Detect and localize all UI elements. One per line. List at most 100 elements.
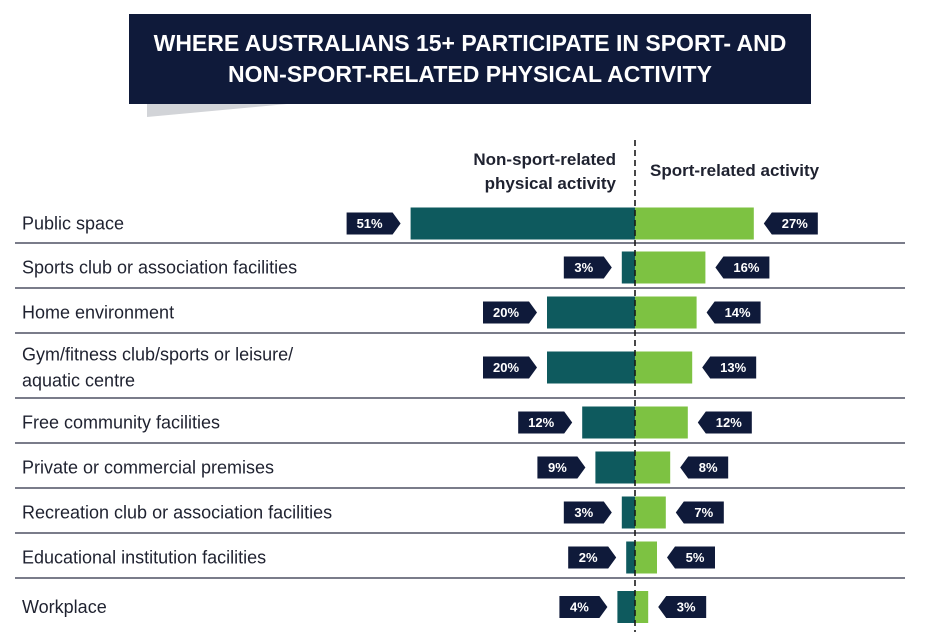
header-sport: Sport-related activity [650, 161, 820, 180]
value-label-non-sport-text: 3% [574, 505, 593, 520]
value-label-non-sport-tag [563, 256, 612, 279]
value-label-non-sport-tag [559, 596, 608, 618]
bar-non-sport [595, 451, 635, 484]
value-label-non-sport-text: 51% [357, 216, 383, 231]
bar-non-sport [547, 351, 635, 384]
value-label-sport-text: 14% [725, 305, 751, 320]
value-label-non-sport-text: 3% [574, 260, 593, 275]
category-label-line: Sports club or association facilities [22, 258, 297, 278]
value-label-non-sport-tag [568, 546, 617, 569]
value-label-non-sport-tag [518, 411, 573, 434]
value-label-sport: 16% [715, 256, 770, 279]
value-label-non-sport-text: 20% [493, 360, 519, 375]
value-label-sport: 27% [763, 212, 818, 235]
category-label: Free community facilities [22, 413, 220, 433]
value-label-sport-tag [697, 411, 752, 434]
bar-non-sport [582, 406, 635, 439]
value-label-non-sport: 20% [483, 301, 537, 324]
value-label-non-sport-tag [483, 301, 537, 324]
value-label-non-sport-text: 20% [493, 305, 519, 320]
category-label-line: Public space [22, 214, 124, 234]
category-label: Home environment [22, 303, 174, 323]
bar-non-sport [626, 541, 635, 574]
value-label-sport-tag [715, 256, 770, 279]
value-label-sport-text: 12% [716, 415, 742, 430]
value-label-sport-tag [667, 546, 715, 569]
category-label: Public space [22, 214, 124, 234]
value-label-non-sport-tag [537, 456, 586, 479]
value-label-non-sport: 3% [563, 256, 612, 279]
bar-sport [635, 351, 693, 384]
value-label-sport: 12% [697, 411, 752, 434]
value-label-non-sport-text: 2% [579, 550, 598, 565]
value-label-sport-text: 8% [699, 460, 718, 475]
value-label-sport-text: 7% [694, 505, 713, 520]
value-label-non-sport: 9% [537, 456, 586, 479]
category-label-line: Educational institution facilities [22, 548, 266, 568]
value-label-non-sport: 2% [568, 546, 617, 569]
bar-sport [635, 541, 657, 574]
bar-sport [635, 296, 697, 329]
bar-sport [635, 406, 688, 439]
value-label-sport-tag [702, 356, 757, 379]
value-label-non-sport: 4% [559, 596, 608, 618]
value-label-non-sport: 3% [563, 501, 612, 524]
value-label-sport-text: 5% [686, 550, 705, 565]
chart-title-line-1: WHERE AUSTRALIANS 15+ PARTICIPATE IN SPO… [153, 30, 787, 56]
category-label-line: Home environment [22, 303, 174, 323]
value-label-sport-text: 27% [782, 216, 808, 231]
header-sport-line: Sport-related activity [650, 161, 820, 180]
category-label: Educational institution facilities [22, 548, 266, 568]
category-label-line: Gym/fitness club/sports or leisure/ [22, 345, 293, 365]
category-label: Gym/fitness club/sports or leisure/aquat… [22, 345, 293, 391]
bar-non-sport [547, 296, 635, 329]
value-label-non-sport-text: 9% [548, 460, 567, 475]
category-label-line: Free community facilities [22, 413, 220, 433]
category-label-line: Workplace [22, 597, 107, 617]
value-label-sport-tag [658, 596, 707, 618]
bar-sport [635, 496, 666, 529]
header-non-sport: Non-sport-related physical activity [473, 150, 616, 193]
bar-sport [635, 251, 706, 284]
title-shadow [147, 104, 287, 117]
category-label-line: Recreation club or association facilitie… [22, 503, 332, 523]
value-label-sport-text: 16% [733, 260, 759, 275]
bar-non-sport [621, 496, 635, 529]
value-label-sport-tag [675, 501, 724, 524]
header-non-sport-line: physical activity [485, 174, 617, 193]
value-label-sport-tag [706, 301, 761, 324]
header-non-sport-line: Non-sport-related [473, 150, 616, 169]
category-label: Sports club or association facilities [22, 258, 297, 278]
value-label-non-sport-tag [346, 212, 401, 235]
value-label-sport-text: 3% [677, 600, 696, 615]
bar-sport [635, 591, 649, 623]
category-label: Workplace [22, 597, 107, 617]
category-label: Private or commercial premises [22, 458, 274, 478]
value-label-sport: 5% [667, 546, 715, 569]
value-label-sport: 8% [680, 456, 729, 479]
value-label-non-sport-tag [483, 356, 537, 379]
bar-non-sport [621, 251, 635, 284]
value-label-non-sport: 20% [483, 356, 537, 379]
bar-non-sport [410, 207, 635, 240]
value-label-non-sport-tag [563, 501, 612, 524]
chart-title-line-2: NON-SPORT-RELATED PHYSICAL ACTIVITY [228, 61, 712, 87]
bar-sport [635, 451, 671, 484]
value-label-non-sport-text: 12% [528, 415, 554, 430]
category-label: Recreation club or association facilitie… [22, 503, 332, 523]
value-label-non-sport: 51% [346, 212, 401, 235]
category-label-line: aquatic centre [22, 371, 135, 391]
chart-title: WHERE AUSTRALIANS 15+ PARTICIPATE IN SPO… [129, 14, 811, 104]
value-label-sport: 7% [675, 501, 724, 524]
value-label-non-sport-text: 4% [570, 600, 589, 615]
value-label-sport-tag [763, 212, 818, 235]
bar-non-sport [617, 591, 635, 623]
value-label-sport: 3% [658, 596, 707, 618]
value-label-sport: 13% [702, 356, 757, 379]
value-label-sport-text: 13% [720, 360, 746, 375]
bar-sport [635, 207, 754, 240]
value-label-sport: 14% [706, 301, 761, 324]
category-label-line: Private or commercial premises [22, 458, 274, 478]
value-label-non-sport: 12% [518, 411, 573, 434]
